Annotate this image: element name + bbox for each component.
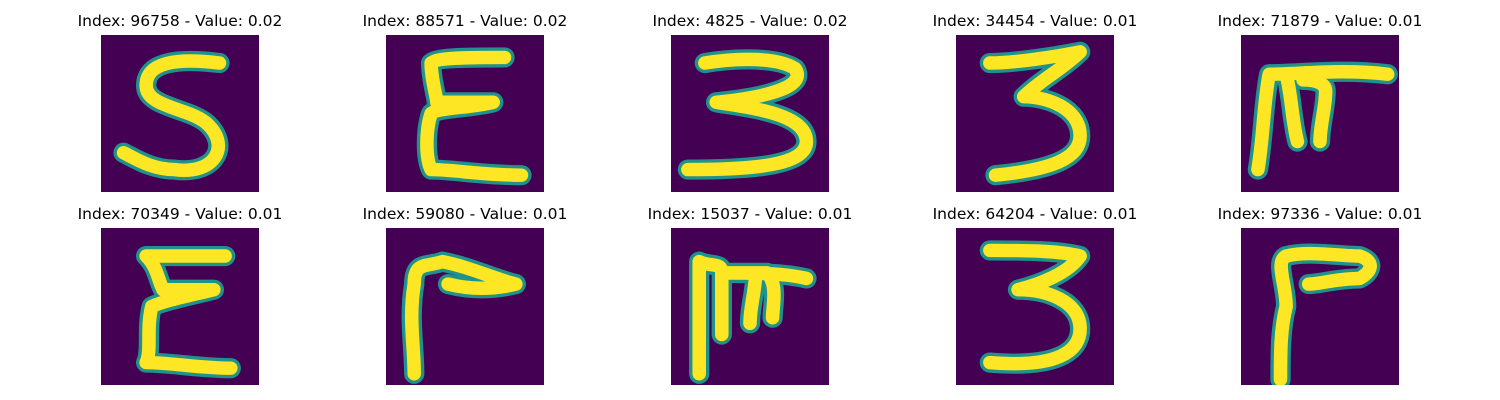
digit-image [1241, 35, 1399, 192]
glyph-stroke-core [420, 50, 529, 182]
panel: Index: 70349 - Value: 0.01 [20, 203, 340, 393]
panel-title: Index: 15037 - Value: 0.01 [647, 205, 853, 223]
digit-image [956, 228, 1114, 385]
digit-image [386, 228, 544, 385]
digit-glyph [1270, 243, 1381, 385]
digit-glyph [1247, 61, 1398, 180]
panel-title: Index: 64204 - Value: 0.01 [932, 205, 1138, 223]
digit-glyph [135, 245, 241, 379]
digit-image [101, 228, 259, 385]
glyph-stroke-core [681, 52, 814, 177]
glyph-stroke-core [983, 243, 1087, 371]
digit-image [671, 228, 829, 385]
digit-glyph [677, 49, 817, 180]
panel: Index: 71879 - Value: 0.01 [1160, 10, 1480, 200]
glyph-stroke-core [1251, 65, 1395, 177]
digit-image [101, 35, 259, 192]
panel: Index: 59080 - Value: 0.01 [305, 203, 625, 393]
panel: Index: 96758 - Value: 0.02 [20, 10, 340, 200]
digit-image [671, 35, 829, 192]
panel-title: Index: 71879 - Value: 0.01 [1217, 12, 1423, 30]
digit-glyph [979, 41, 1091, 186]
panel: Index: 97336 - Value: 0.01 [1160, 203, 1480, 393]
panel-title: Index: 70349 - Value: 0.01 [77, 205, 283, 223]
glyph-stroke-core [139, 249, 238, 375]
digit-glyph [113, 50, 230, 181]
panel: Index: 88571 - Value: 0.02 [305, 10, 625, 200]
digit-glyph [416, 47, 532, 186]
glyph-stroke-core [983, 45, 1087, 182]
panel-title: Index: 96758 - Value: 0.02 [77, 12, 283, 30]
digit-glyph [979, 240, 1091, 374]
digit-glyph [689, 251, 817, 384]
glyph-stroke-core [404, 254, 523, 381]
digit-image [1241, 228, 1399, 385]
digit-glyph [401, 251, 526, 384]
panel: Index: 64204 - Value: 0.01 [875, 203, 1195, 393]
glyph-stroke-core [692, 254, 814, 381]
panel: Index: 4825 - Value: 0.02 [590, 10, 910, 200]
panel: Index: 34454 - Value: 0.01 [875, 10, 1195, 200]
panel: Index: 15037 - Value: 0.01 [590, 203, 910, 393]
panel-title: Index: 97336 - Value: 0.01 [1217, 205, 1423, 223]
glyph-stroke-core [116, 54, 227, 178]
panel-title: Index: 34454 - Value: 0.01 [932, 12, 1138, 30]
panel-title: Index: 59080 - Value: 0.01 [362, 205, 568, 223]
panel-title: Index: 4825 - Value: 0.02 [652, 12, 848, 30]
digit-image [956, 35, 1114, 192]
glyph-stroke-core [1273, 246, 1377, 385]
panel-title: Index: 88571 - Value: 0.02 [362, 12, 568, 30]
digit-image [386, 35, 544, 192]
